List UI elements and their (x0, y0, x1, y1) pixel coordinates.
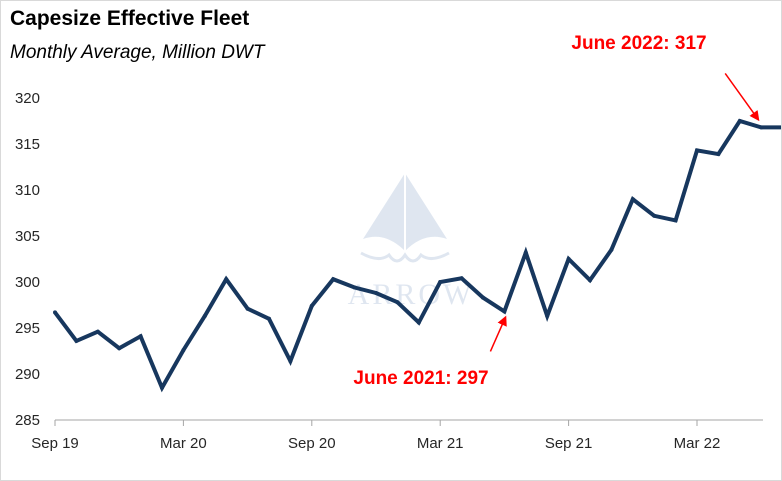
x-tick-label: Mar 21 (417, 435, 464, 452)
data-point (309, 303, 314, 308)
data-point (224, 277, 229, 282)
y-tick-label: 300 (15, 274, 40, 291)
watermark-text: ARROW (348, 278, 475, 311)
series-line-effective-fleet (53, 118, 781, 393)
y-tick-label: 305 (15, 228, 40, 245)
data-point (138, 334, 143, 339)
arrow-logo-watermark: ARROW (348, 173, 475, 311)
data-point (737, 119, 742, 123)
watermark-wave (360, 251, 450, 263)
y-tick-label: 320 (15, 90, 40, 107)
x-tick-label: Sep 20 (288, 435, 336, 452)
y-tick-label: 310 (15, 182, 40, 199)
data-point (438, 280, 443, 284)
annotations: June 2021: 297 June 2022: 317 (353, 33, 760, 389)
data-point (759, 125, 764, 130)
data-point (630, 197, 635, 202)
y-tick-label: 315 (15, 136, 40, 153)
data-point (652, 213, 657, 218)
annotation-label: June 2022: 317 (571, 33, 706, 54)
data-point (288, 359, 293, 364)
data-point (588, 278, 592, 283)
x-tick-label: Sep 19 (31, 435, 79, 452)
y-tick-label: 290 (15, 366, 40, 383)
y-axis: 285 290 295 300 305 310 315 320 (15, 90, 40, 429)
data-point (95, 329, 100, 334)
data-point (267, 316, 271, 321)
data-point (502, 309, 507, 314)
watermark-sail-shape (363, 173, 447, 251)
data-point (416, 320, 421, 325)
data-point (695, 148, 699, 153)
data-point (160, 385, 164, 390)
data-point (374, 291, 378, 295)
annotation-arrow (489, 315, 507, 352)
x-tick-label: Mar 22 (674, 435, 721, 452)
data-point (331, 277, 336, 282)
x-tick-label: Sep 21 (545, 435, 593, 452)
data-point (117, 346, 122, 351)
x-axis: Sep 19 Mar 20 Sep 20 Mar 21 Sep 21 Mar 22 (31, 420, 720, 452)
annotation-arrow (724, 73, 760, 122)
data-point (609, 247, 614, 252)
data-point (481, 295, 485, 300)
series-group (53, 118, 781, 393)
chart-title: Capesize Effective Fleet (10, 7, 250, 30)
x-tick-label: Mar 20 (160, 435, 207, 452)
data-point (74, 338, 79, 343)
data-point (245, 306, 250, 311)
y-tick-label: 295 (15, 320, 40, 337)
data-point (181, 348, 186, 353)
chart-subtitle: Monthly Average, Million DWT (10, 42, 265, 63)
data-point (545, 314, 550, 318)
data-point (459, 276, 464, 281)
data-point (716, 152, 721, 157)
data-point (395, 300, 400, 305)
data-point (523, 250, 528, 255)
y-tick-label: 285 (15, 412, 40, 429)
data-point (352, 285, 357, 290)
data-point (202, 314, 207, 318)
data-point (566, 257, 571, 261)
data-point (673, 218, 678, 223)
data-point (53, 310, 57, 315)
annotation-label: June 2021: 297 (353, 368, 488, 389)
